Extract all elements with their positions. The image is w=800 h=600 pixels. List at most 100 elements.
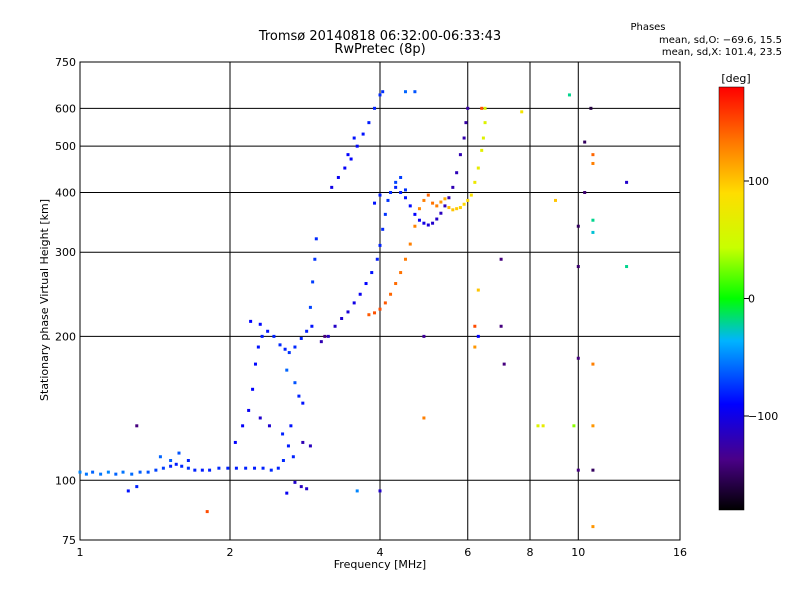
data-point (422, 221, 426, 225)
data-point (591, 161, 595, 165)
data-point (443, 204, 447, 208)
data-point (293, 381, 297, 385)
data-point (135, 485, 139, 489)
y-tick-labels: 75 100 200 300 400 500 600 750 (55, 56, 76, 547)
data-point (458, 153, 462, 157)
data-point (473, 324, 477, 328)
data-point (253, 466, 257, 470)
data-point (572, 424, 576, 428)
data-point (346, 310, 350, 314)
data-point (126, 489, 130, 493)
data-point (174, 462, 178, 466)
data-point (355, 144, 359, 148)
colorbar-tick-label: 0 (748, 293, 755, 306)
data-point (286, 444, 290, 448)
data-point (399, 190, 403, 194)
data-point (281, 432, 285, 436)
data-point (462, 202, 466, 206)
data-point (352, 301, 356, 305)
x-tick-label: 2 (227, 546, 234, 559)
data-point (422, 198, 426, 202)
colorbar-label: [deg] (721, 72, 750, 85)
data-point (364, 282, 368, 286)
data-point (330, 185, 334, 189)
data-point (200, 468, 204, 472)
data-point (373, 201, 377, 205)
data-point (583, 140, 587, 144)
x-axis-label: Frequency [MHz] (334, 558, 426, 571)
data-point (591, 230, 595, 234)
data-point (293, 480, 297, 484)
x-tick-label: 16 (673, 546, 687, 559)
data-point (399, 175, 403, 179)
data-point (403, 188, 407, 192)
data-point (349, 157, 353, 161)
data-point (499, 257, 503, 261)
data-point (158, 455, 162, 459)
data-point (476, 288, 480, 292)
data-point (352, 136, 356, 140)
data-point (462, 136, 466, 140)
data-point (435, 204, 439, 208)
data-point (466, 106, 470, 110)
data-point (476, 166, 480, 170)
data-point (466, 198, 470, 202)
data-point (502, 362, 506, 366)
data-point (226, 466, 230, 470)
data-point (169, 464, 173, 468)
data-point (403, 90, 407, 94)
data-point (378, 193, 382, 197)
data-point (258, 322, 262, 326)
data-point (422, 334, 426, 338)
data-point (417, 218, 421, 222)
data-point (476, 334, 480, 338)
data-point (154, 468, 158, 472)
data-point (249, 319, 253, 323)
data-point (591, 525, 595, 529)
y-tick-label: 600 (55, 102, 76, 115)
colorbar-tick-label: −100 (748, 410, 778, 423)
data-point (591, 362, 595, 366)
data-point (383, 212, 387, 216)
data-point (389, 190, 393, 194)
data-point (426, 223, 430, 227)
data-point (591, 153, 595, 157)
data-point (394, 180, 398, 184)
chart-title: Tromsø 20140818 06:32:00-06:33:43 (258, 29, 501, 44)
data-point (413, 212, 417, 216)
data-point (261, 466, 265, 470)
data-point (247, 408, 251, 412)
data-point (447, 196, 451, 200)
data-point (130, 472, 134, 476)
data-point (276, 466, 280, 470)
data-point (301, 401, 305, 405)
y-tick-label: 75 (62, 534, 76, 547)
data-point (443, 197, 447, 201)
y-tick-label: 300 (55, 246, 76, 259)
data-point (319, 340, 323, 344)
data-point (186, 458, 190, 462)
data-point (343, 166, 347, 170)
legend-line-o: mean, sd,O: −69.6, 15.5 (659, 35, 782, 46)
data-point (358, 292, 362, 296)
data-point (305, 329, 309, 333)
chart-subtitle: RwPretec (8p) (334, 42, 425, 57)
data-point (310, 324, 314, 328)
data-point (399, 271, 403, 275)
data-point (346, 153, 350, 157)
data-point (378, 307, 382, 311)
data-point (146, 470, 150, 474)
legend-title: Phases (630, 22, 665, 33)
data-point (469, 193, 473, 197)
data-point (241, 424, 245, 428)
data-point (451, 185, 455, 189)
data-point (378, 489, 382, 493)
data-point (314, 237, 318, 241)
data-point (177, 451, 181, 455)
data-point (431, 221, 435, 225)
data-point (186, 466, 190, 470)
data-point (114, 472, 118, 476)
data-point (499, 324, 503, 328)
data-point (208, 468, 212, 472)
x-tick-label: 8 (527, 546, 534, 559)
